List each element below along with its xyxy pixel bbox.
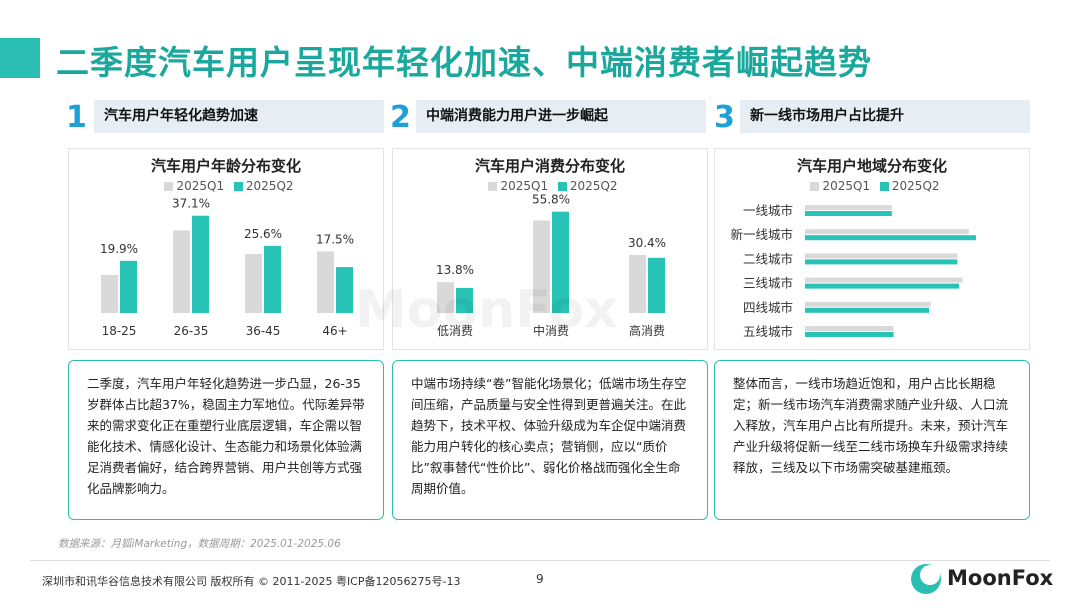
hbar-q2-1 bbox=[805, 235, 976, 241]
chart-title: 汽车用户消费分布变化 bbox=[474, 157, 625, 175]
data-label-2: 25.6% bbox=[244, 227, 282, 241]
section-2-summary: 中端市场持续“卷”智能化场景化；低端市场生存空间压缩，产品质量与安全性得到更普遍… bbox=[392, 360, 708, 520]
chart-legend: 2025Q1 2025Q2 bbox=[393, 179, 707, 193]
section-3-summary: 整体而言，一线市场趋近饱和，用户占比长期稳定；新一线市场汽车消费需求随产业升级、… bbox=[714, 360, 1030, 520]
x-tick-label-1: 中消费 bbox=[533, 323, 569, 338]
section-1-number: 1 bbox=[66, 100, 87, 135]
legend-q1-label: 2025Q1 bbox=[500, 179, 549, 193]
hbar-q2-5 bbox=[805, 332, 894, 337]
age-bar-chart: 19.9% 18-25 37.1% 26-35 25.6% 36-45 17.5% 46+ bbox=[100, 197, 354, 338]
legend-q1-label: 2025Q1 bbox=[176, 179, 225, 193]
section-2-number: 2 bbox=[390, 100, 411, 135]
y-tick-label-4: 四线城市 bbox=[743, 300, 793, 315]
logo-text: MoonFox bbox=[947, 566, 1054, 590]
bar-q1-0 bbox=[101, 274, 118, 313]
chart-legend: 2025Q1 2025Q2 bbox=[69, 179, 383, 193]
data-source-note: 数据来源：月狐iMarketing，数据周期：2025.01-2025.06 bbox=[58, 538, 341, 550]
x-tick-label-2: 高消费 bbox=[629, 323, 665, 338]
bar-q2-2 bbox=[264, 245, 281, 313]
hbar-q2-3 bbox=[805, 283, 960, 289]
data-label-1: 37.1% bbox=[172, 197, 210, 211]
legend-q2-swatch bbox=[233, 182, 243, 191]
data-label-2: 30.4% bbox=[628, 236, 666, 250]
y-tick-label-2: 二线城市 bbox=[743, 251, 793, 266]
data-label-3: 17.5% bbox=[316, 232, 354, 246]
moonfox-watermark: MoonFox bbox=[355, 280, 618, 340]
y-tick-label-1: 新一线城市 bbox=[730, 227, 793, 242]
legend-q2-label: 2025Q2 bbox=[569, 179, 618, 193]
x-tick-label-0: 低消费 bbox=[437, 324, 473, 338]
bar-q2-1 bbox=[192, 215, 209, 313]
hbar-q2-2 bbox=[805, 259, 958, 265]
chart-title: 汽车用户年龄分布变化 bbox=[150, 157, 301, 175]
y-tick-label-3: 三线城市 bbox=[743, 276, 793, 291]
bar-q2-1 bbox=[552, 211, 569, 313]
bar-q1-2 bbox=[245, 254, 262, 313]
bar-q2-0 bbox=[120, 260, 137, 313]
footer-copyright: 深圳市和讯华谷信息技术有限公司 版权所有 © 2011-2025 粤ICP备12… bbox=[42, 575, 461, 588]
x-tick-label-1: 26-35 bbox=[174, 324, 209, 338]
bar-q1-1 bbox=[533, 220, 550, 313]
section-1-summary: 二季度，汽车用户年轻化趋势进一步凸显，26-35岁群体占比超37%，稳固主力军地… bbox=[68, 360, 384, 520]
bar-q1-2 bbox=[629, 254, 646, 313]
legend-q1-swatch bbox=[810, 182, 820, 191]
legend-q2-swatch bbox=[557, 182, 567, 191]
region-chart-panel: 汽车用户地域分布变化 2025Q1 2025Q2 一线城市新一线城市二线城市三线… bbox=[714, 148, 1030, 350]
legend-q2-label: 2025Q2 bbox=[245, 179, 294, 193]
consumption-chart-panel: 汽车用户消费分布变化 2025Q1 2025Q2 13.8% 低消费 55.8% 中消… bbox=[392, 148, 708, 350]
hbar-q2-4 bbox=[805, 307, 929, 313]
x-tick-label-2: 36-45 bbox=[246, 324, 281, 338]
y-tick-label-5: 五线城市 bbox=[743, 324, 793, 339]
chart-legend: 2025Q1 2025Q2 bbox=[715, 179, 1029, 193]
bar-q2-0 bbox=[456, 287, 473, 313]
legend-q1-label: 2025Q1 bbox=[822, 179, 871, 193]
age-chart-panel: 汽车用户年龄分布变化 2025Q1 2025Q2 19.9% 18-25 37.1%… bbox=[68, 148, 384, 350]
page-title: 二季度汽车用户呈现年轻化加速、中端消费者崛起趋势 bbox=[56, 43, 872, 82]
hbar-q1-2 bbox=[805, 253, 958, 259]
bar-q1-3 bbox=[317, 251, 334, 313]
hbar-q1-5 bbox=[805, 326, 894, 331]
chart-title: 汽车用户地域分布变化 bbox=[796, 157, 947, 175]
legend-q2-swatch bbox=[879, 182, 889, 191]
x-tick-label-0: 18-25 bbox=[102, 324, 137, 338]
legend-q1-swatch bbox=[164, 182, 174, 191]
hbar-q1-3 bbox=[805, 277, 963, 283]
bar-q1-1 bbox=[173, 230, 190, 313]
consumption-bar-chart: 13.8% 低消费 55.8% 中消费 30.4% 高消费 bbox=[436, 193, 666, 338]
hbar-q1-0 bbox=[805, 205, 892, 210]
bar-q1-0 bbox=[437, 282, 454, 313]
page-number: 9 bbox=[536, 572, 544, 586]
data-label-1: 55.8% bbox=[532, 193, 570, 207]
title-accent-bar bbox=[0, 38, 40, 78]
hbar-q1-4 bbox=[805, 301, 931, 307]
legend-q2-label: 2025Q2 bbox=[891, 179, 940, 193]
bar-q2-3 bbox=[336, 267, 353, 313]
section-3-heading: 新一线市场用户占比提升 bbox=[740, 100, 1030, 133]
legend-q1-swatch bbox=[488, 182, 498, 191]
data-label-0: 19.9% bbox=[100, 242, 138, 256]
y-tick-label-0: 一线城市 bbox=[743, 203, 793, 218]
data-label-0: 13.8% bbox=[436, 263, 474, 277]
hbar-q1-1 bbox=[805, 229, 969, 235]
section-3-number: 3 bbox=[714, 100, 735, 135]
section-2-heading: 中端消费能力用户进一步崛起 bbox=[416, 100, 706, 133]
section-1-heading: 汽车用户年轻化趋势加速 bbox=[94, 100, 384, 133]
hbar-q2-0 bbox=[805, 211, 892, 216]
footer-divider bbox=[30, 560, 1050, 561]
x-tick-label-3: 46+ bbox=[322, 324, 347, 338]
moonfox-logo-icon bbox=[911, 564, 941, 594]
bar-q2-2 bbox=[648, 257, 665, 313]
